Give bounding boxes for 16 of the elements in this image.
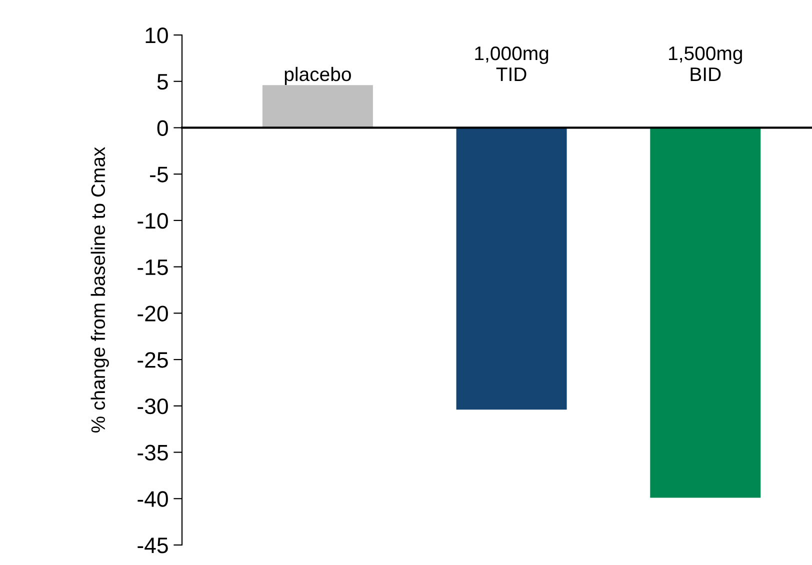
y-tick-label: 5	[157, 74, 168, 90]
y-tick-label: -45	[138, 538, 168, 554]
y-axis-title: % change from baseline to Cmax	[90, 147, 109, 432]
y-tick-label: -25	[138, 352, 168, 368]
y-tick-label: -35	[138, 444, 168, 461]
y-tick-label: -40	[138, 491, 168, 507]
y-tick-label: -10	[138, 212, 168, 229]
x-tick-label: placebo	[284, 66, 351, 85]
x-tick-label: 1,000mg TID	[475, 46, 548, 81]
y-tick-label: -5	[150, 166, 168, 182]
y-tick-label: -15	[138, 260, 168, 276]
y-tick-label: 10	[146, 28, 168, 44]
y-tick-label: -30	[138, 398, 168, 414]
y-tick-label: -20	[138, 306, 168, 322]
y-tick-label: 0	[157, 120, 168, 136]
x-tick-label: 1,500mg BID	[669, 46, 742, 81]
